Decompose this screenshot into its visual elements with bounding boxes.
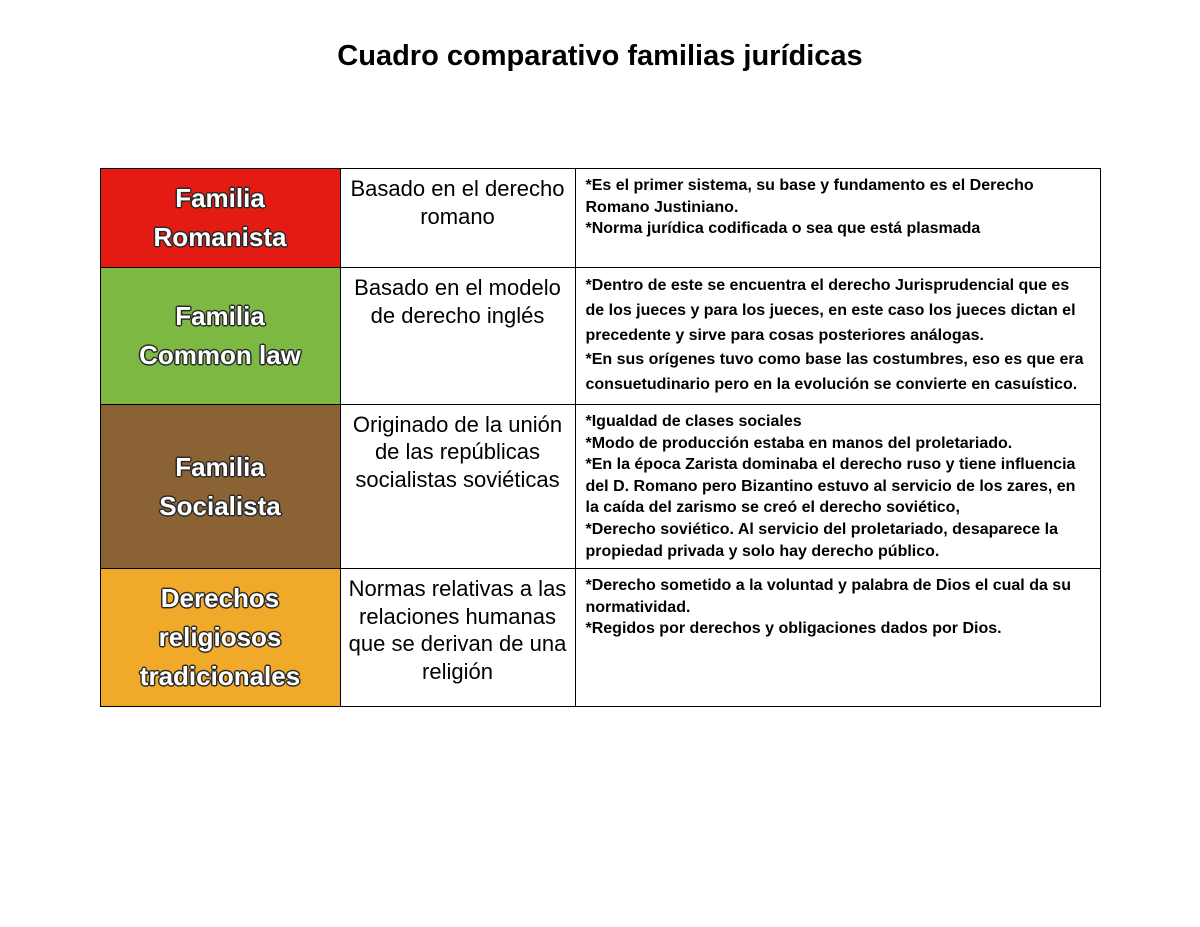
family-details-cell: *Derecho sometido a la voluntad y palabr… bbox=[575, 569, 1100, 707]
family-basis-cell: Normas relativas a las relaciones humana… bbox=[340, 569, 575, 707]
family-basis-cell: Basado en el derecho romano bbox=[340, 169, 575, 268]
comparison-table: Familia Romanista Basado en el derecho r… bbox=[100, 168, 1101, 707]
table-row: Familia Common law Basado en el modelo d… bbox=[100, 268, 1100, 405]
table-row: Familia Socialista Originado de la unión… bbox=[100, 404, 1100, 568]
family-name-cell: Derechos religiosos tradicionales bbox=[100, 569, 340, 707]
page-title: Cuadro comparativo familias jurídicas bbox=[0, 40, 1200, 73]
family-details-cell: *Igualdad de clases sociales *Modo de pr… bbox=[575, 404, 1100, 568]
family-name-cell: Familia Common law bbox=[100, 268, 340, 405]
family-details-cell: *Es el primer sistema, su base y fundame… bbox=[575, 169, 1100, 268]
table-row: Familia Romanista Basado en el derecho r… bbox=[100, 169, 1100, 268]
family-basis-cell: Basado en el modelo de derecho inglés bbox=[340, 268, 575, 405]
family-basis-cell: Originado de la unión de las repúblicas … bbox=[340, 404, 575, 568]
table-row: Derechos religiosos tradicionales Normas… bbox=[100, 569, 1100, 707]
family-name-cell: Familia Socialista bbox=[100, 404, 340, 568]
family-name-cell: Familia Romanista bbox=[100, 169, 340, 268]
family-details-cell: *Dentro de este se encuentra el derecho … bbox=[575, 268, 1100, 405]
